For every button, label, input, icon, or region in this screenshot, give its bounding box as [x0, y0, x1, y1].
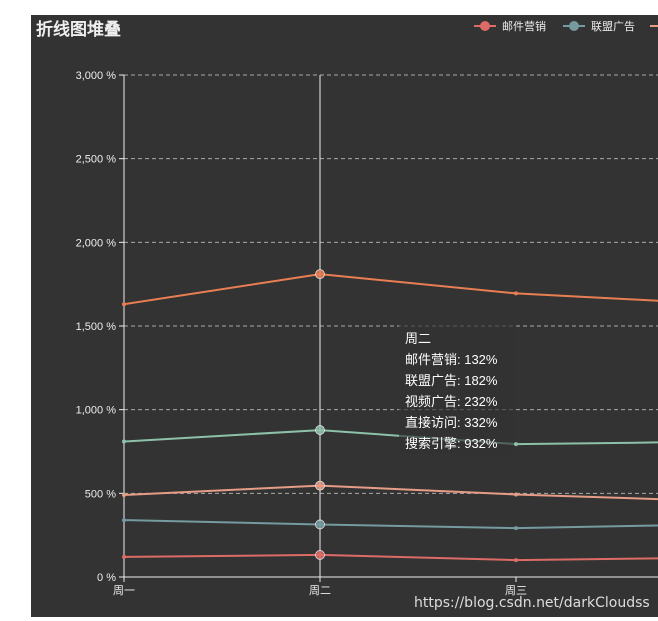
- data-point: [514, 442, 518, 447]
- chart-container: 0 % 500 % 1,000 % 1,500 % 2,000 % 2,500 % 3,00…: [31, 15, 658, 617]
- legend-label: 邮件营销: [502, 19, 546, 33]
- y-tick-label: 500 %: [85, 488, 116, 500]
- series-line: [123, 273, 658, 306]
- data-point: [122, 518, 126, 523]
- tooltip-title: 周二: [405, 331, 431, 346]
- tooltip-row: 联盟广告: 182%: [405, 373, 498, 388]
- chart-title: 折线图堆叠: [36, 19, 121, 39]
- data-point: [514, 492, 518, 497]
- tooltip-row: 邮件营销: 132%: [405, 352, 498, 367]
- data-point: [122, 439, 126, 444]
- data-point: [315, 550, 325, 560]
- tooltip-box: [399, 323, 514, 454]
- y-tick-label: 1,000 %: [76, 405, 117, 417]
- legend[interactable]: 邮件营销 联盟广告: [474, 19, 658, 33]
- y-tick-label: 1,500 %: [76, 321, 117, 333]
- tooltip-row: 搜索引擎: 932%: [405, 436, 498, 451]
- data-point: [122, 493, 126, 498]
- y-tick-label: 2,500 %: [76, 154, 117, 166]
- data-point: [514, 526, 518, 531]
- tooltip-row: 直接访问: 332%: [405, 415, 498, 430]
- y-tick-label: 3,000 %: [76, 70, 117, 82]
- watermark-text: https://blog.csdn.net/darkCloudss: [414, 595, 650, 611]
- legend-item[interactable]: 联盟广告: [563, 20, 635, 33]
- data-point: [315, 425, 325, 435]
- series-lines: [122, 269, 658, 563]
- data-point: [315, 519, 325, 530]
- data-point: [122, 554, 126, 559]
- legend-marker: [569, 21, 579, 31]
- data-point: [315, 480, 325, 491]
- series-line: [123, 484, 658, 501]
- series-line: [123, 429, 658, 446]
- data-point: [514, 291, 518, 296]
- data-point: [315, 269, 325, 280]
- x-tick-label: 周一: [113, 584, 135, 597]
- tooltip-row: 视频广告: 232%: [405, 394, 498, 409]
- legend-label: 联盟广告: [591, 20, 635, 33]
- grid-lines: [124, 74, 658, 494]
- series-line: [123, 553, 658, 562]
- series-line: [123, 519, 658, 530]
- legend-item[interactable]: 邮件营销: [474, 19, 546, 33]
- y-tick-label: 2,000 %: [76, 237, 117, 249]
- y-tick-label: 0 %: [97, 572, 116, 584]
- data-point: [122, 302, 126, 307]
- x-tick-label: 周二: [309, 584, 331, 597]
- stacked-line-chart: 0 % 500 % 1,000 % 1,500 % 2,000 % 2,500 % 3,00…: [36, 19, 658, 611]
- x-tick-label: 周三: [505, 584, 527, 597]
- data-point: [514, 558, 518, 563]
- legend-marker: [480, 21, 490, 31]
- axes: 0 % 500 % 1,000 % 1,500 % 2,000 % 2,500 % 3,00…: [76, 70, 658, 597]
